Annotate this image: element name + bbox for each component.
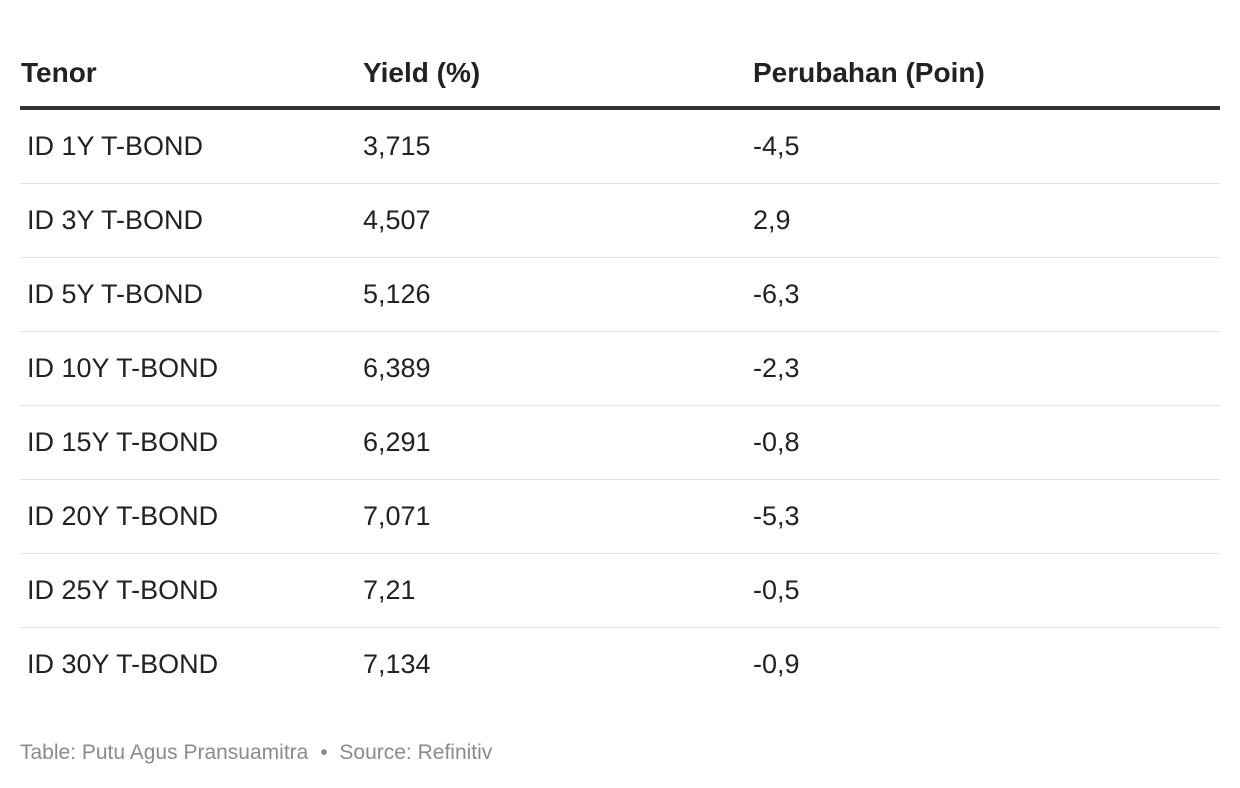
table-row: ID 30Y T-BOND 7,134 -0,9 (20, 628, 1220, 702)
table-footer: Table: Putu Agus Pransuamitra • Source: … (20, 741, 492, 765)
table-row: ID 10Y T-BOND 6,389 -2,3 (20, 331, 1220, 406)
cell-yield: 6,291 (362, 405, 752, 480)
cell-yield: 3,715 (362, 108, 752, 184)
cell-yield: 7,134 (363, 649, 431, 679)
cell-tenor: ID 5Y T-BOND (20, 257, 362, 332)
table-row: ID 15Y T-BOND 6,291 -0,8 (20, 405, 1220, 480)
cell-change: -2,3 (752, 331, 1220, 406)
header-row: Tenor Yield (%) Perubahan (Poin) (20, 40, 1220, 110)
cell-yield: 6,389 (362, 331, 752, 406)
table-row: ID 1Y T-BOND 3,715 -4,5 (20, 108, 1220, 184)
header-yield: Yield (%) (362, 40, 752, 110)
cell-change: -0,5 (752, 553, 1220, 628)
table-header: Tenor Yield (%) Perubahan (Poin) (20, 40, 1220, 110)
header-tenor: Tenor (20, 40, 362, 110)
cell-tenor: ID 10Y T-BOND (20, 331, 362, 406)
table-row: ID 3Y T-BOND 4,507 2,9 (20, 183, 1220, 258)
cell-yield: 4,507 (362, 183, 752, 258)
table-row: ID 25Y T-BOND 7,21 -0,5 (20, 553, 1220, 628)
table-row: ID 20Y T-BOND 7,071 -5,3 (20, 479, 1220, 554)
cell-tenor: ID 3Y T-BOND (20, 183, 362, 258)
footer-source: Source: Refinitiv (339, 741, 493, 764)
cell-change: -5,3 (752, 479, 1220, 554)
cell-yield: 5,126 (362, 257, 752, 332)
cell-yield: 7,21 (362, 553, 752, 628)
footer-credit: Table: Putu Agus Pransuamitra (20, 741, 309, 764)
cell-change: 2,9 (752, 183, 1220, 258)
cell-yield: 7,071 (362, 479, 752, 554)
cell-tenor: ID 1Y T-BOND (20, 108, 362, 184)
cell-tenor: ID 15Y T-BOND (20, 405, 362, 480)
cell-change: -6,3 (752, 257, 1220, 332)
yield-table: Tenor Yield (%) Perubahan (Poin) ID 1Y T… (20, 40, 1220, 701)
cell-tenor: ID 30Y T-BOND (27, 649, 219, 679)
table-body: ID 1Y T-BOND 3,715 -4,5 ID 3Y T-BOND 4,5… (20, 108, 1220, 701)
cell-change: -0,8 (752, 405, 1220, 480)
cell-change: -0,9 (753, 649, 800, 679)
yield-table-container: Tenor Yield (%) Perubahan (Poin) ID 1Y T… (20, 40, 1220, 701)
cell-tenor: ID 25Y T-BOND (20, 553, 362, 628)
footer-separator: • (320, 741, 328, 764)
cell-change: -4,5 (752, 108, 1220, 184)
header-change: Perubahan (Poin) (752, 40, 1220, 110)
table-row: ID 5Y T-BOND 5,126 -6,3 (20, 257, 1220, 332)
cell-tenor: ID 20Y T-BOND (20, 479, 362, 554)
